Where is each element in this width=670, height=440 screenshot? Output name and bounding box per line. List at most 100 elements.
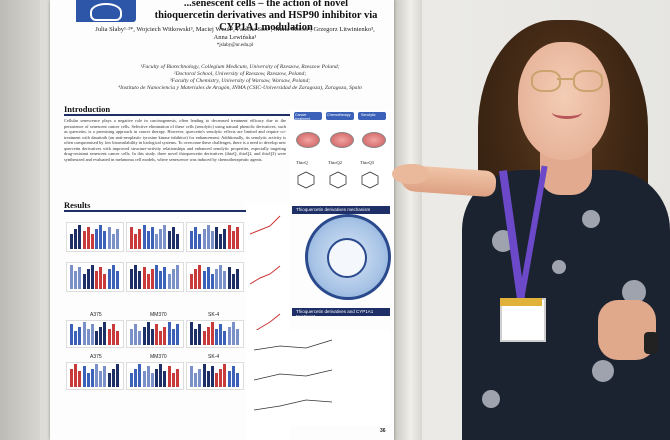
poster-board-edge: [394, 0, 422, 440]
poster-bar: [82, 274, 86, 289]
panel-label-a375: A375: [90, 312, 102, 318]
poster-bar: [163, 267, 167, 289]
molecule-label-2: ThioQ2: [328, 160, 342, 165]
poster-bar: [163, 371, 167, 387]
authors-line-1: Julia Słaby¹·²*, Wojciech Witkowski³, Ma…: [95, 26, 375, 33]
mechanism-banner: Thioquercetin derivatives mechanism: [292, 206, 390, 214]
poster-bar: [138, 229, 142, 249]
affiliation-3: ³Faculty of Chemistry, University of War…: [169, 78, 311, 84]
glasses-right-lens: [573, 70, 603, 92]
poster-bar: [78, 327, 82, 345]
poster-bar: [90, 324, 94, 345]
poster-bar: [150, 329, 154, 345]
poster-bar: [190, 366, 193, 387]
poster-bar: [74, 229, 78, 249]
poster-bar: [159, 271, 163, 289]
poster-bar: [167, 366, 171, 387]
poster-bar: [223, 271, 227, 289]
poster-page-number: 36: [380, 428, 386, 434]
poster-bar: [99, 267, 103, 289]
poster-affiliations: ¹Faculty of Biotechnology, Collegium Med…: [90, 64, 390, 92]
poster-bar: [146, 274, 150, 289]
glasses-left-lens: [531, 70, 561, 92]
university-logo: [76, 0, 136, 22]
poster-bar: [231, 366, 235, 387]
bar-panel-11: [126, 362, 184, 390]
bar-panel-1: [66, 222, 124, 252]
poster-bar: [202, 331, 206, 345]
author-email: *jslaby@ur.edu.pl: [216, 43, 254, 48]
bar-panel-4: [66, 262, 124, 292]
scheme-box-3: Senolytic: [358, 112, 386, 120]
poster-bar: [227, 225, 231, 249]
poster-bar: [142, 327, 146, 345]
poster-bar: [190, 231, 193, 249]
poster-bar: [130, 329, 133, 345]
poster-bar: [86, 269, 90, 289]
poster-bar: [175, 369, 179, 387]
bar-panel-3: [186, 222, 244, 252]
poster-bar: [142, 267, 146, 289]
bottom-chart-sketches: [253, 339, 333, 411]
poster-bar: [194, 269, 198, 289]
poster-title: ...senescent cells – the action of novel…: [146, 0, 386, 34]
poster-bar: [167, 231, 171, 249]
poster-bar: [235, 227, 239, 249]
poster-bar: [99, 327, 103, 345]
glasses-bridge: [557, 78, 573, 80]
poster-bar: [163, 225, 167, 249]
poster-bar: [82, 322, 86, 345]
poster-bar: [70, 324, 73, 345]
poster-bar: [210, 366, 214, 387]
poster-board-left: [0, 0, 40, 440]
scheme-figure: Cancer treatment Chemotherapy Senolytic …: [290, 110, 390, 202]
poster-bar: [231, 322, 235, 345]
poster-bar: [74, 331, 78, 345]
poster-bar: [235, 269, 239, 289]
affiliation-2: ²Doctoral School, University of Rzeszow,…: [173, 71, 307, 77]
name-badge-strip: [500, 298, 542, 306]
poster-bar: [86, 227, 90, 249]
bottom-charts: [250, 330, 390, 426]
poster-bar: [167, 274, 171, 289]
poster-bar: [206, 225, 210, 249]
poster-bar: [219, 265, 223, 289]
poster-bar: [74, 364, 78, 387]
poster-bar: [202, 229, 206, 249]
poster-bar: [99, 371, 103, 387]
poster-bar: [138, 364, 142, 387]
poster-bar: [130, 269, 133, 289]
poster-bar: [190, 322, 193, 345]
smile: [552, 106, 582, 119]
bar-panel-2: [126, 222, 184, 252]
title-line-2: thioquercetin derivatives and HSP90 inhi…: [154, 10, 378, 21]
poster-bar: [227, 327, 231, 345]
poster-bar: [103, 322, 107, 345]
poster-bar: [146, 231, 150, 249]
poster-bar: [235, 373, 239, 387]
poster-bar: [115, 364, 119, 387]
poster-bar: [198, 324, 202, 345]
poster-bar: [82, 231, 86, 249]
poster-bar: [223, 331, 227, 345]
poster-bar: [210, 231, 214, 249]
scientific-poster: ...senescent cells – the action of novel…: [50, 0, 394, 440]
scheme-box-1: Cancer treatment: [294, 112, 322, 121]
intro-heading: Introduction: [64, 104, 290, 116]
poster-bar: [111, 265, 115, 289]
intro-text: Cellular senescence plays a negative rol…: [64, 118, 286, 162]
panel-label-sk4-2: SK-4: [208, 354, 220, 360]
poster-bar: [111, 369, 115, 387]
poster-bar: [190, 274, 193, 289]
poster-bar: [215, 269, 218, 289]
treatment-banner: Thioquercetin derivatives and CYP1A1 tre…: [292, 308, 390, 319]
poster-bar: [206, 267, 210, 289]
poster-bar: [159, 229, 163, 249]
poster-bar: [202, 364, 206, 387]
poster-bar: [70, 369, 73, 387]
poster-bar: [219, 369, 223, 387]
wristwatch: [644, 332, 658, 354]
poster-bar: [134, 265, 138, 289]
poster-bar: [103, 366, 107, 387]
poster-bar: [227, 267, 231, 289]
